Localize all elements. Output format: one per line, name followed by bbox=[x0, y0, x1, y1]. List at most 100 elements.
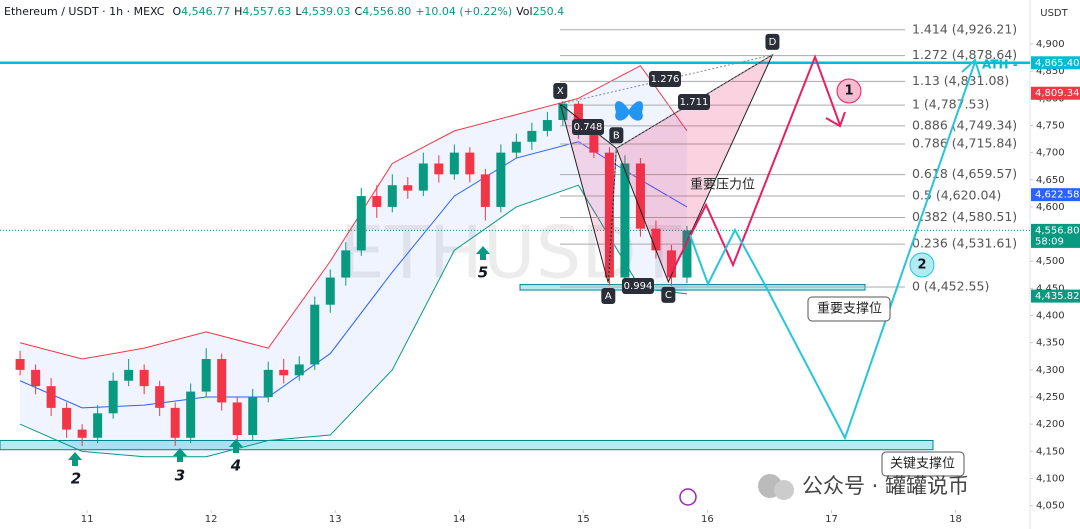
candle-body bbox=[480, 174, 490, 207]
candle-body bbox=[465, 152, 475, 175]
y-tick-label: 4,700 bbox=[1036, 148, 1065, 159]
brand-text: 公众号 · 罐罐说币 bbox=[802, 474, 969, 498]
candle-body bbox=[62, 407, 72, 430]
fib-label: 0.236 (4,531.61) bbox=[912, 236, 1017, 251]
candle-body bbox=[170, 407, 180, 438]
fib-label: 0 (4,452.55) bbox=[912, 279, 989, 294]
band-line bbox=[19, 184, 688, 458]
y-tick-label: 4,500 bbox=[1036, 256, 1065, 267]
icon bbox=[679, 488, 697, 506]
pattern-point-label: X bbox=[557, 86, 564, 97]
candle-body bbox=[294, 364, 304, 376]
price-tag-label: 4,809.34 bbox=[1035, 88, 1080, 99]
change: +10.04 (+0.22%) bbox=[415, 5, 512, 18]
pattern-point-label: B bbox=[613, 130, 620, 141]
fib-label: 0.786 (4,715.84) bbox=[912, 136, 1017, 151]
pattern-point-box bbox=[609, 127, 624, 144]
y-tick-label: 4,750 bbox=[1036, 120, 1065, 131]
y-tick-label: 4,300 bbox=[1036, 365, 1065, 376]
wave-markers: 2 3 4 5 bbox=[68, 246, 490, 488]
y-tick-label: 4,600 bbox=[1036, 202, 1065, 213]
candle-body bbox=[279, 369, 289, 376]
candle-body bbox=[93, 413, 103, 438]
circle-marker bbox=[909, 252, 935, 278]
projection-path-2 bbox=[689, 61, 976, 441]
candle-body bbox=[248, 397, 258, 436]
band-line bbox=[19, 141, 688, 409]
pattern-point-box bbox=[765, 33, 780, 50]
band-fill bbox=[20, 65, 687, 457]
vol: 250.4 bbox=[533, 5, 565, 18]
arrow-head bbox=[825, 111, 846, 128]
x-tick-label: 17 bbox=[825, 514, 838, 525]
candle-body bbox=[620, 163, 630, 278]
x-tick-label: 15 bbox=[577, 514, 590, 525]
pattern-point-box bbox=[601, 287, 616, 304]
ohlc-label: O bbox=[172, 5, 181, 18]
y-tick-label: 4,900 bbox=[1036, 39, 1065, 50]
symbol: Ethereum / USDT · 1h · MEXC bbox=[4, 5, 165, 18]
candle-body bbox=[232, 402, 242, 436]
candle-body bbox=[635, 163, 645, 229]
y-tick-label: 4,850 bbox=[1036, 66, 1065, 77]
price-tag-label: 4,556.80 bbox=[1035, 225, 1080, 236]
candle-body bbox=[682, 230, 692, 278]
support-label: 重要支撑位 bbox=[817, 301, 882, 317]
price-tag bbox=[1031, 56, 1080, 70]
price-tag bbox=[1031, 223, 1080, 248]
ohlc-label: L bbox=[295, 5, 302, 18]
y-tick-label: 4,150 bbox=[1036, 446, 1065, 457]
candle-body bbox=[604, 152, 614, 278]
price-tag-label: 4,622.58 bbox=[1035, 190, 1080, 201]
candle-body bbox=[108, 380, 118, 414]
y-tick-label: 4,100 bbox=[1036, 473, 1065, 484]
candle-body bbox=[310, 304, 320, 365]
candle-body bbox=[573, 103, 583, 131]
price-tag bbox=[1031, 86, 1080, 100]
ratio-box bbox=[649, 71, 681, 87]
ratio-box bbox=[622, 278, 654, 294]
fib-label: 1.414 (4,926.21) bbox=[912, 21, 1017, 36]
candle-body bbox=[356, 196, 366, 251]
x-tick-label: 12 bbox=[205, 514, 218, 525]
y-tick-label: 4,200 bbox=[1036, 419, 1065, 430]
y-tick-label: 4,050 bbox=[1036, 501, 1065, 512]
ratio-label: 0.994 bbox=[624, 281, 653, 292]
candle-body bbox=[139, 369, 149, 387]
circle-label: 2 bbox=[917, 258, 926, 273]
x-tick-label: 13 bbox=[329, 514, 342, 525]
fib-label: 0.618 (4,659.57) bbox=[912, 166, 1017, 181]
candle-body bbox=[449, 152, 459, 175]
candle-body bbox=[372, 196, 382, 207]
candle-body bbox=[263, 369, 273, 398]
candle-body bbox=[589, 130, 599, 153]
candle-body bbox=[527, 130, 537, 142]
candle-body bbox=[124, 369, 134, 381]
fib-label: 0.382 (4,580.51) bbox=[912, 209, 1017, 224]
ohlc-value: 4,546.77 bbox=[181, 5, 230, 18]
x-tick-label: 11 bbox=[81, 514, 94, 525]
candle-body bbox=[496, 152, 506, 207]
y-tick-label: 4,650 bbox=[1036, 175, 1065, 186]
candle-body bbox=[418, 163, 428, 191]
candle-body bbox=[666, 250, 676, 278]
header: Ethereum / USDT · 1h · MEXC O4,546.77 H4,5… bbox=[4, 5, 564, 18]
fib-label: 0.5 (4,620.04) bbox=[912, 188, 1001, 203]
ohlc-value: 4,539.03 bbox=[302, 5, 351, 18]
candle-body bbox=[651, 228, 661, 251]
candle-body bbox=[217, 359, 227, 403]
x-tick-label: 16 bbox=[701, 514, 714, 525]
candle-body bbox=[186, 391, 196, 438]
y-tick-label: 4,400 bbox=[1036, 311, 1065, 322]
price-tag-label: 4,865.40 bbox=[1035, 58, 1080, 69]
ratio-label: 1.276 bbox=[651, 74, 680, 85]
y-tick-label: 4,450 bbox=[1036, 283, 1065, 294]
vol-label: Vol bbox=[516, 5, 532, 18]
pattern-point-label: C bbox=[665, 290, 672, 301]
x-tick-label: 18 bbox=[949, 514, 962, 525]
candle-body bbox=[46, 386, 56, 408]
brand: 公众号 · 罐罐说币 bbox=[758, 474, 969, 500]
candle-body bbox=[542, 120, 552, 131]
wave-label: 4 bbox=[230, 457, 241, 475]
key-support-label: 关键支撑位 bbox=[890, 457, 955, 472]
